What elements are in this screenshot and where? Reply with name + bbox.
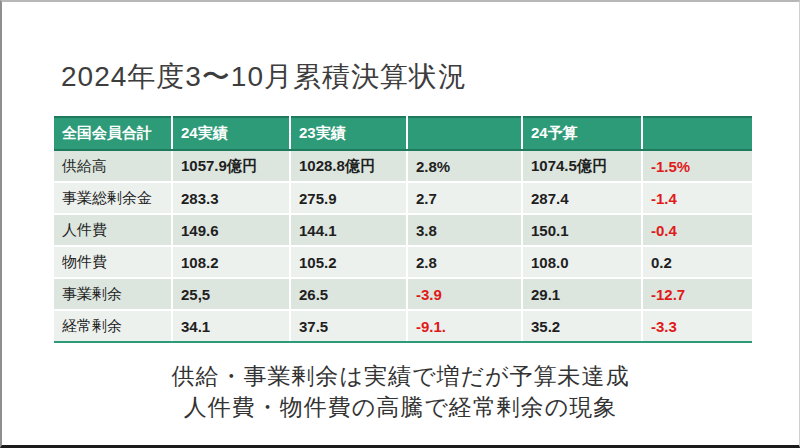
row-label: 物件費 <box>54 246 172 278</box>
table-row: 物件費 108.2 105.2 2.8 108.0 0.2 <box>54 246 752 278</box>
row-label: 事業剰余 <box>54 278 172 310</box>
cell-value: 2.8% <box>407 150 522 182</box>
table-header-row: 全国会員合計 24実績 23実績 24予算 <box>54 117 752 150</box>
cell-value: 108.2 <box>172 246 290 278</box>
cell-value: 144.1 <box>290 214 407 246</box>
cell-value: 26.5 <box>290 278 407 310</box>
cell-value: 1028.8億円 <box>290 150 407 182</box>
cell-value: -3.9 <box>407 278 522 310</box>
row-label: 事業総剰余金 <box>54 182 172 214</box>
cell-value: -1.4 <box>642 182 752 214</box>
cell-value: 34.1 <box>172 310 290 342</box>
cell-value: 108.0 <box>522 246 642 278</box>
cell-value: 2.7 <box>407 182 522 214</box>
cell-value: 149.6 <box>172 214 290 246</box>
row-label: 経常剰余 <box>54 310 172 342</box>
cell-value: 29.1 <box>522 278 642 310</box>
cell-value: -9.1. <box>407 310 522 342</box>
cell-value: -0.4 <box>642 214 752 246</box>
cell-value: 105.2 <box>290 246 407 278</box>
cell-value: -12.7 <box>642 278 752 310</box>
header-cell-vs-budget-blank <box>642 117 752 150</box>
summary-line-2: 人件費・物件費の高騰で経常剰余の現象 <box>2 392 799 423</box>
financial-results-table: 全国会員合計 24実績 23実績 24予算 供給高 1057.9億円 1028.… <box>54 116 752 343</box>
cell-value: 1057.9億円 <box>172 150 290 182</box>
cell-value: 275.9 <box>290 182 407 214</box>
cell-value: 37.5 <box>290 310 407 342</box>
cell-value: 0.2 <box>642 246 752 278</box>
cell-value: 25,5 <box>172 278 290 310</box>
table-row: 経常剰余 34.1 37.5 -9.1. 35.2 -3.3 <box>54 310 752 342</box>
cell-value: 287.4 <box>522 182 642 214</box>
presentation-slide: 2024年度3〜10月累積決算状況 全国会員合計 24実績 23実績 24予算 … <box>0 0 800 448</box>
header-cell-23-actual: 23実績 <box>290 117 407 150</box>
row-label: 人件費 <box>54 214 172 246</box>
summary-line-1: 供給・事業剰余は実績で増だが予算未達成 <box>2 361 799 392</box>
table-row: 事業剰余 25,5 26.5 -3.9 29.1 -12.7 <box>54 278 752 310</box>
cell-value: 3.8 <box>407 214 522 246</box>
cell-value: 283.3 <box>172 182 290 214</box>
cell-value: -3.3 <box>642 310 752 342</box>
cell-value: 2.8 <box>407 246 522 278</box>
header-cell-yoy-blank <box>407 117 522 150</box>
table-row: 事業総剰余金 283.3 275.9 2.7 287.4 -1.4 <box>54 182 752 214</box>
table-row: 人件費 149.6 144.1 3.8 150.1 -0.4 <box>54 214 752 246</box>
cell-value: 1074.5億円 <box>522 150 642 182</box>
slide-title: 2024年度3〜10月累積決算状況 <box>61 58 467 96</box>
cell-value: 150.1 <box>522 214 642 246</box>
header-cell-24-budget: 24予算 <box>522 117 642 150</box>
header-cell-24-actual: 24実績 <box>172 117 290 150</box>
summary-text: 供給・事業剰余は実績で増だが予算未達成 人件費・物件費の高騰で経常剰余の現象 <box>2 361 799 423</box>
table-row: 供給高 1057.9億円 1028.8億円 2.8% 1074.5億円 -1.5… <box>54 150 752 182</box>
cell-value: -1.5% <box>642 150 752 182</box>
cell-value: 35.2 <box>522 310 642 342</box>
row-label: 供給高 <box>54 150 172 182</box>
header-cell-total: 全国会員合計 <box>54 117 172 150</box>
